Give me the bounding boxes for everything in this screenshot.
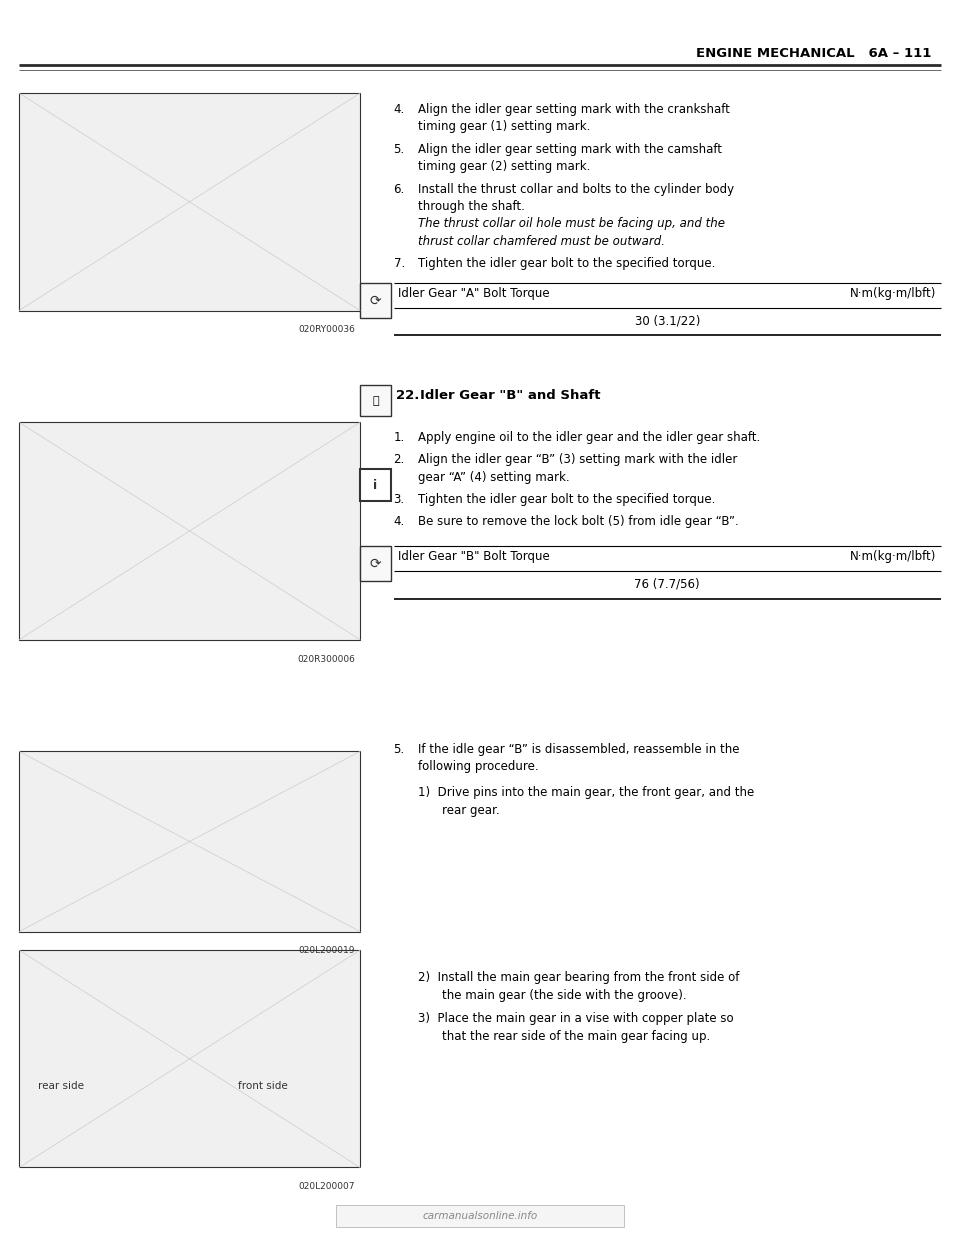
- FancyBboxPatch shape: [19, 751, 360, 932]
- FancyBboxPatch shape: [360, 283, 391, 318]
- Text: 020L200019: 020L200019: [299, 946, 355, 955]
- Text: 020R300006: 020R300006: [298, 655, 355, 663]
- Text: ENGINE MECHANICAL   6A – 111: ENGINE MECHANICAL 6A – 111: [696, 47, 931, 60]
- Text: 7.: 7.: [394, 257, 405, 270]
- Text: 5.: 5.: [394, 743, 405, 755]
- Text: through the shaft.: through the shaft.: [418, 200, 524, 212]
- FancyBboxPatch shape: [360, 469, 391, 501]
- Text: If the idle gear “B” is disassembled, reassemble in the: If the idle gear “B” is disassembled, re…: [418, 743, 739, 755]
- Text: carmanualsonline.info: carmanualsonline.info: [422, 1211, 538, 1221]
- Text: 2)  Install the main gear bearing from the front side of: 2) Install the main gear bearing from th…: [418, 971, 739, 984]
- FancyBboxPatch shape: [19, 422, 360, 640]
- Text: front side: front side: [238, 1081, 288, 1090]
- Text: 5.: 5.: [394, 143, 405, 155]
- Text: gear “A” (4) setting mark.: gear “A” (4) setting mark.: [418, 471, 569, 483]
- Text: thrust collar chamfered must be outward.: thrust collar chamfered must be outward.: [418, 235, 664, 247]
- Text: Install the thrust collar and bolts to the cylinder body: Install the thrust collar and bolts to t…: [418, 183, 733, 195]
- Text: i: i: [373, 478, 377, 492]
- Text: 4.: 4.: [394, 103, 405, 116]
- Text: Align the idler gear setting mark with the camshaft: Align the idler gear setting mark with t…: [418, 143, 722, 155]
- FancyBboxPatch shape: [19, 93, 360, 310]
- FancyBboxPatch shape: [360, 385, 391, 416]
- Text: 1.: 1.: [394, 431, 405, 443]
- Text: N·m(kg·m/lbft): N·m(kg·m/lbft): [850, 550, 936, 563]
- Text: 3)  Place the main gear in a vise with copper plate so: 3) Place the main gear in a vise with co…: [418, 1012, 733, 1025]
- Text: rear side: rear side: [38, 1081, 84, 1090]
- Text: Align the idler gear “B” (3) setting mark with the idler: Align the idler gear “B” (3) setting mar…: [418, 453, 737, 466]
- Text: following procedure.: following procedure.: [418, 760, 539, 773]
- Text: timing gear (2) setting mark.: timing gear (2) setting mark.: [418, 160, 590, 173]
- Text: ⟳: ⟳: [370, 556, 381, 571]
- Text: 4.: 4.: [394, 515, 405, 528]
- Text: 🔧: 🔧: [372, 395, 378, 406]
- Text: 2.: 2.: [394, 453, 405, 466]
- Text: N·m(kg·m/lbft): N·m(kg·m/lbft): [850, 287, 936, 299]
- Text: 020RY00036: 020RY00036: [299, 325, 355, 334]
- Text: rear gear.: rear gear.: [442, 804, 499, 816]
- Text: 020L200007: 020L200007: [299, 1182, 355, 1191]
- Text: Tighten the idler gear bolt to the specified torque.: Tighten the idler gear bolt to the speci…: [418, 257, 715, 270]
- Text: Idler Gear "B" Bolt Torque: Idler Gear "B" Bolt Torque: [398, 550, 550, 563]
- Text: that the rear side of the main gear facing up.: that the rear side of the main gear faci…: [442, 1030, 709, 1042]
- Text: the main gear (the side with the groove).: the main gear (the side with the groove)…: [442, 989, 686, 1001]
- Text: Idler Gear "B" and Shaft: Idler Gear "B" and Shaft: [420, 389, 601, 401]
- FancyBboxPatch shape: [19, 950, 360, 1167]
- Text: Be sure to remove the lock bolt (5) from idle gear “B”.: Be sure to remove the lock bolt (5) from…: [418, 515, 738, 528]
- Text: Tighten the idler gear bolt to the specified torque.: Tighten the idler gear bolt to the speci…: [418, 493, 715, 505]
- Text: The thrust collar oil hole must be facing up, and the: The thrust collar oil hole must be facin…: [418, 217, 725, 230]
- Text: Apply engine oil to the idler gear and the idler gear shaft.: Apply engine oil to the idler gear and t…: [418, 431, 760, 443]
- Text: Align the idler gear setting mark with the crankshaft: Align the idler gear setting mark with t…: [418, 103, 730, 116]
- Text: ⟳: ⟳: [370, 293, 381, 308]
- Text: 3.: 3.: [394, 493, 405, 505]
- Text: timing gear (1) setting mark.: timing gear (1) setting mark.: [418, 120, 590, 133]
- Text: 1)  Drive pins into the main gear, the front gear, and the: 1) Drive pins into the main gear, the fr…: [418, 786, 754, 799]
- Text: 76 (7.7/56): 76 (7.7/56): [635, 578, 700, 590]
- FancyBboxPatch shape: [360, 546, 391, 581]
- Text: 6.: 6.: [394, 183, 405, 195]
- FancyBboxPatch shape: [336, 1205, 624, 1227]
- Text: 22.: 22.: [396, 389, 420, 401]
- Text: 30 (3.1/22): 30 (3.1/22): [635, 314, 700, 327]
- Text: Idler Gear "A" Bolt Torque: Idler Gear "A" Bolt Torque: [398, 287, 550, 299]
